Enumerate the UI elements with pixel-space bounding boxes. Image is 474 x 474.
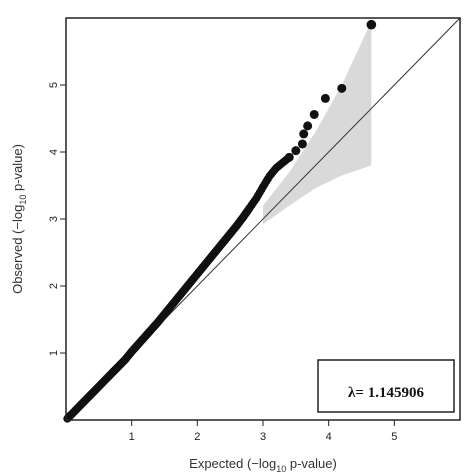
y-tick-label: 2 [48,283,60,289]
y-tick-label: 3 [48,216,60,222]
data-point [309,109,319,119]
data-point [303,121,313,131]
x-axis-title: Expected (−log10 p-value) [189,456,337,474]
y-axis-title-suffix: p-value) [10,144,25,195]
x-tick-label: 4 [326,431,332,443]
x-axis-title-prefix: Expected (−log [189,456,276,471]
x-tick-label: 5 [391,431,397,443]
y-axis-title: Observed (−log10 p-value) [10,144,28,294]
points-layer [63,19,377,423]
lambda-box-frame [317,359,455,413]
data-point [299,129,309,139]
x-axis-title-suffix: p-value) [286,456,337,471]
lambda-value: λ= 1.145906 [348,385,424,401]
y-axis-title-subscript: 10 [18,195,28,205]
y-tick-label: 5 [48,82,60,88]
confidence-band-layer [263,21,372,225]
data-point [337,83,347,93]
data-point [297,139,307,149]
y-tick-label: 1 [48,350,60,356]
y-axis-title-prefix: Observed (−log [10,205,25,294]
confidence-band [263,21,372,225]
x-tick-label: 1 [129,431,135,443]
x-tick-label: 3 [260,431,266,443]
data-point [291,146,301,156]
x-axis-ticks: 1 2 3 4 5 [129,420,397,443]
y-axis-ticks: 1 2 3 4 5 [48,82,66,356]
x-tick-label: 2 [194,431,200,443]
data-point [284,152,294,162]
data-point [320,93,330,103]
lambda-annotation-box: λ= 1.145906 [317,359,455,413]
x-axis-title-subscript: 10 [276,464,286,474]
data-point [366,19,377,30]
y-tick-label: 4 [48,149,60,155]
